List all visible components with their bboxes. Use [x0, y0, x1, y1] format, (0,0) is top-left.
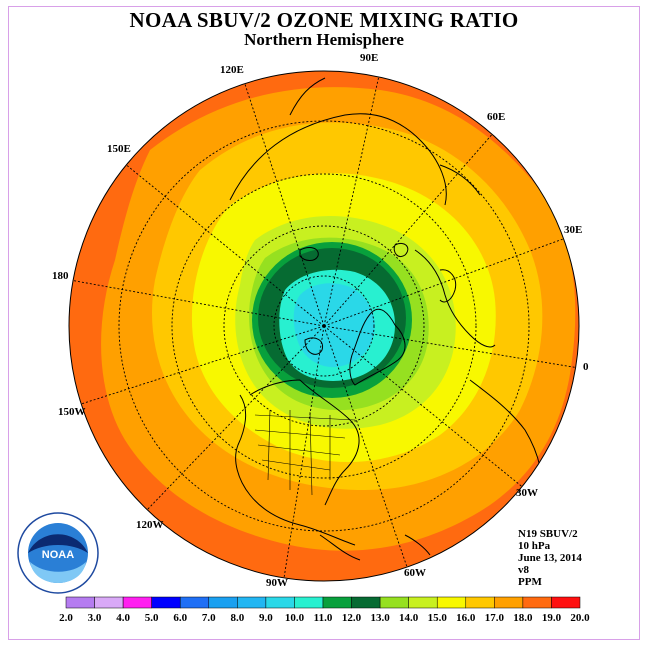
colorbar-tick-label: 15.0 [428, 612, 448, 624]
lon-label-120e: 120E [220, 64, 244, 76]
lon-label-150w: 150W [58, 406, 86, 418]
central-america-coast [319, 534, 431, 561]
colorbar-tick-label: 18.0 [513, 612, 533, 624]
colorbar-tick-label: 4.0 [116, 612, 130, 624]
colorbar-swatch [208, 596, 238, 609]
ozone-field [69, 71, 579, 581]
meridian-90e [323, 71, 381, 327]
graticule [69, 71, 579, 579]
asia-coast [229, 77, 481, 206]
arctic-islands [299, 242, 409, 355]
colorbar-swatch [122, 596, 152, 609]
colorbar-tick-label: 19.0 [542, 612, 562, 624]
colorbar-tick-label: 20.0 [570, 612, 590, 624]
lon-label-120w: 120W [136, 519, 164, 531]
logo-water [30, 562, 86, 583]
colorbar-swatch [436, 596, 467, 609]
colorbar-tick-label: 6.0 [173, 612, 187, 624]
lon-label-150e: 150E [107, 143, 131, 155]
colorbar-tick-label: 2.0 [59, 612, 73, 624]
info-version: v8 [518, 564, 529, 576]
colorbar: 2.0 3.0 4.0 5.0 6.0 7.0 8.0 9.0 10.0 11.0 12.0 13.0… [59, 596, 590, 624]
info-satellite: N19 SBUV/2 [518, 528, 578, 540]
colorbar-tick-label: 14.0 [399, 612, 419, 624]
us-state-lines [254, 414, 356, 471]
map-subtitle: Northern Hemisphere [244, 30, 404, 49]
colorbar-swatch [465, 596, 495, 609]
lat-60 [171, 173, 477, 479]
colorbar-tick-label: 16.0 [456, 612, 476, 624]
colorbar-tick-label: 10.0 [285, 612, 305, 624]
info-level: 10 hPa [518, 540, 551, 552]
meridian-0 [323, 325, 579, 369]
band-9 [293, 283, 375, 368]
colorbar-tick-label: 5.0 [145, 612, 159, 624]
meridian-120e [242, 77, 325, 327]
colorbar-swatch [179, 596, 210, 609]
colorbar-tick-label: 13.0 [370, 612, 390, 624]
colorbar-swatch [322, 596, 352, 609]
info-date: June 13, 2014 [518, 552, 582, 564]
colorbar-swatch [351, 596, 381, 609]
colorbar-tick-label: 8.0 [230, 612, 244, 624]
colorbar-tick-label: 11.0 [314, 612, 333, 624]
colorbar-swatch [237, 596, 267, 609]
lon-label-60w: 60W [404, 567, 426, 579]
colorbar-swatch [379, 596, 409, 609]
map-title: NOAA SBUV/2 OZONE MIXING RATIO [129, 8, 519, 32]
meridian-150w [77, 325, 325, 406]
colorbar-tick-label: 3.0 [88, 612, 102, 624]
meridian-30w [323, 325, 526, 490]
lon-label-90e: 90E [360, 52, 378, 64]
colorbar-swatch [265, 596, 295, 609]
lon-label-60e: 60E [487, 111, 505, 123]
lat-50 [118, 120, 530, 532]
lon-label-90w: 90W [266, 577, 288, 589]
colorbar-swatch [408, 596, 438, 609]
lat-70 [223, 225, 425, 427]
colorbar-swatch [551, 596, 581, 609]
lon-label-30w: 30W [516, 487, 538, 499]
lat-80 [273, 275, 375, 377]
colorbar-swatch [65, 596, 95, 609]
colorbar-swatch [151, 596, 181, 609]
lon-label-0: 0 [583, 361, 589, 373]
colorbar-swatch [522, 596, 552, 609]
noaa-logo: NOAA [17, 512, 99, 594]
meridian-120w [146, 325, 325, 511]
colorbar-tick-label: 17.0 [485, 612, 505, 624]
colorbar-swatch [294, 596, 324, 609]
colorbar-tick-label: 7.0 [202, 612, 216, 624]
map-border [68, 70, 580, 582]
meridian-30e [323, 234, 575, 327]
europe-coast [414, 249, 496, 348]
north-america-coast [235, 379, 360, 546]
colorbar-tick-label: 9.0 [259, 612, 273, 624]
meridian-90w [283, 325, 325, 579]
colorbar-swatch [94, 596, 124, 609]
info-block: N19 SBUV/2 10 hPa June 13, 2014 v8 PPM [518, 528, 582, 588]
lon-label-180: 180 [52, 270, 69, 282]
logo-text: NOAA [42, 549, 74, 561]
meridian-60e [323, 122, 503, 327]
meridian-180 [69, 279, 325, 327]
colorbar-tick-label: 12.0 [342, 612, 362, 624]
info-units: PPM [518, 576, 542, 588]
colorbar-swatch [494, 596, 524, 609]
logo-bird [28, 534, 88, 553]
us-state-lines-2 [267, 409, 331, 496]
greenland-coast [349, 308, 406, 386]
meridian-150e [107, 149, 325, 327]
lon-label-30e: 30E [564, 224, 582, 236]
meridian-60w [323, 325, 408, 568]
